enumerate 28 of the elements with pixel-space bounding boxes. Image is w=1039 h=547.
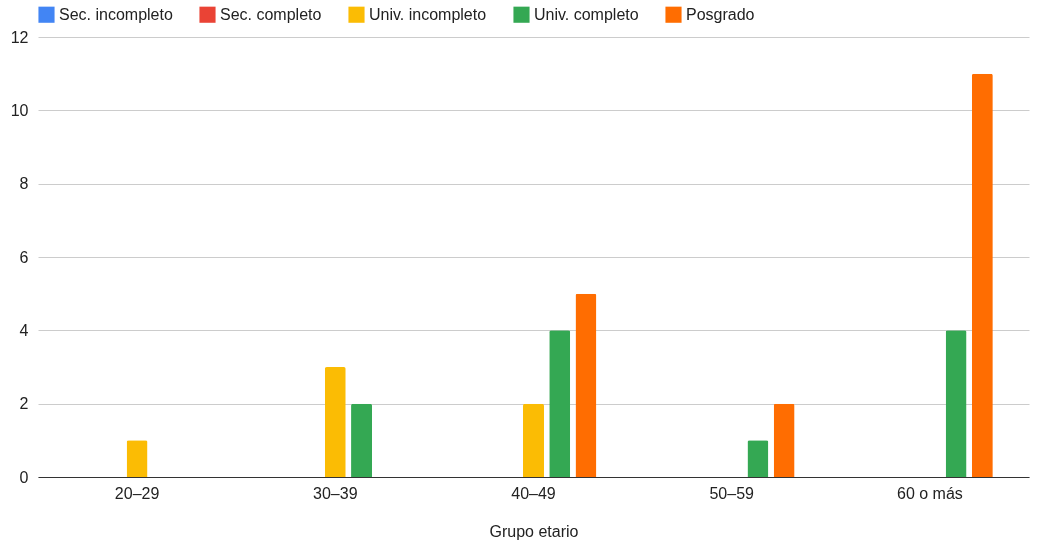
y-tick-label: 10 (10, 101, 29, 119)
bar (575, 293, 597, 477)
legend-label: Univ. completo (534, 5, 639, 23)
x-tick-label: 40–49 (511, 484, 556, 502)
x-tick-label: 20–29 (114, 484, 160, 502)
bar (773, 403, 795, 477)
y-tick-label: 0 (19, 468, 29, 486)
y-tick-label: 4 (19, 321, 29, 339)
legend-label: Univ. incompleto (369, 5, 487, 23)
legend-label: Sec. incompleto (59, 5, 173, 23)
x-axis-title: Grupo etario (489, 522, 579, 540)
y-tick-label: 2 (19, 395, 29, 413)
bar (523, 403, 544, 477)
x-tick-label: 30–39 (313, 484, 358, 502)
bar (549, 330, 571, 477)
bar (351, 403, 373, 477)
y-tick-label: 8 (19, 175, 29, 193)
bar (747, 440, 769, 477)
x-tick-label: 50–59 (709, 484, 755, 502)
y-tick-label: 6 (19, 248, 29, 266)
legend-label: Posgrado (686, 5, 755, 23)
bar (945, 330, 967, 477)
bar (324, 367, 346, 477)
legend-label: Sec. completo (220, 5, 322, 23)
y-tick-label: 12 (10, 28, 29, 46)
x-tick-label: 60 o más (896, 484, 963, 502)
bar (126, 440, 148, 477)
bar (971, 73, 993, 477)
